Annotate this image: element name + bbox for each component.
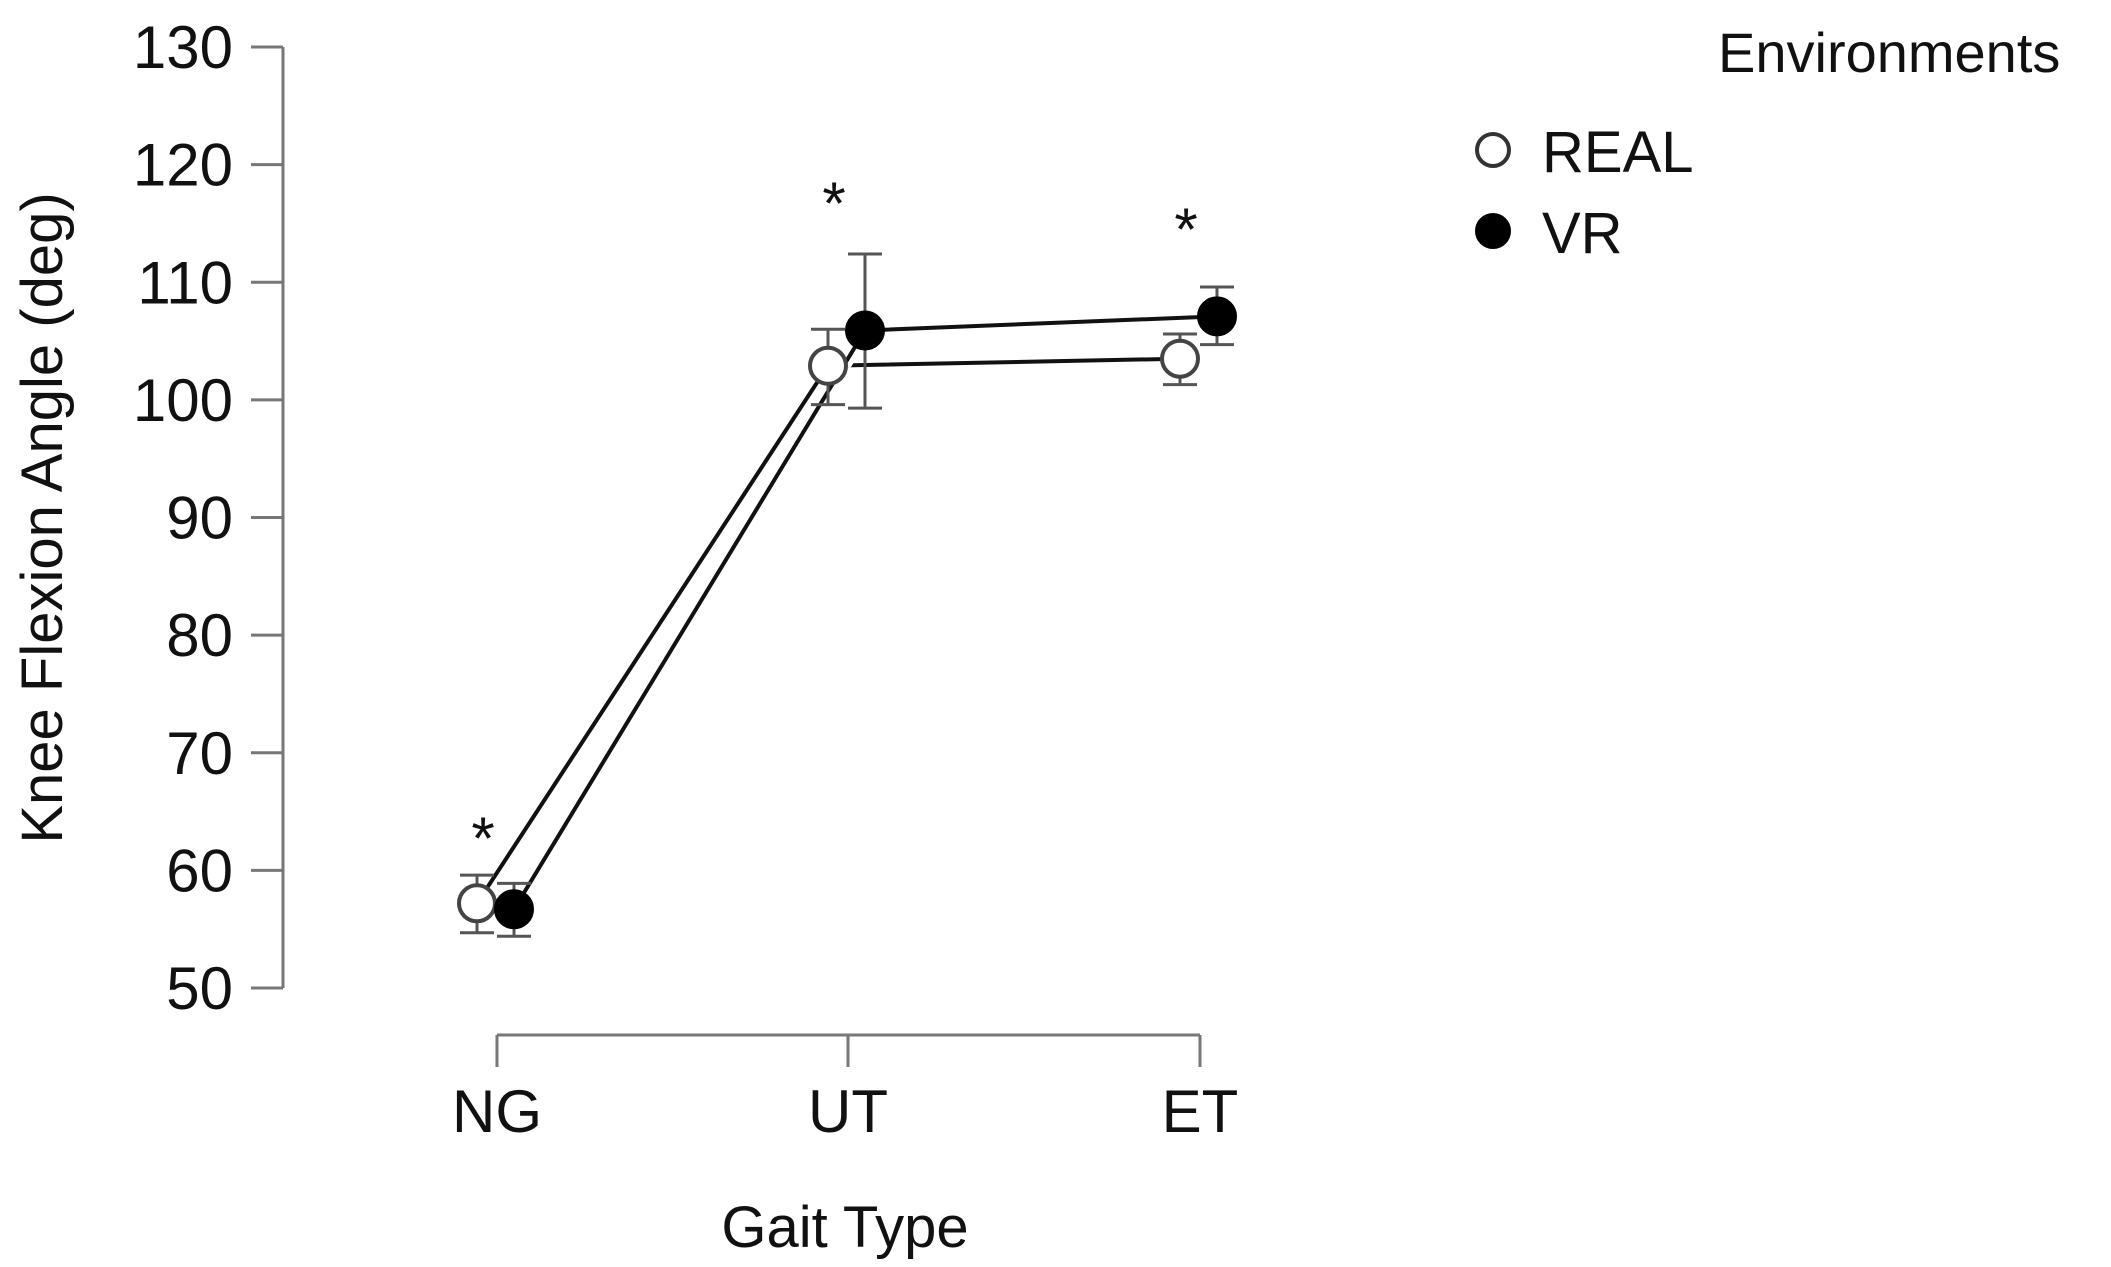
y-axis: 50 60 70 80 90 100 110 120 130 (133, 14, 285, 1022)
series-line-real (475, 356, 1181, 905)
y-tick-label: 130 (133, 14, 233, 81)
legend-label-vr: VR (1542, 201, 1623, 266)
x-axis-label: Gait Type (721, 1195, 968, 1260)
x-tick-label: ET (1162, 1078, 1239, 1145)
y-axis-label: Knee Flexion Angle (deg) (10, 192, 75, 843)
legend-item-real: REAL (1475, 120, 1694, 185)
legend-marker-vr (1475, 213, 1511, 249)
legend: Environments REAL VR (1475, 21, 2060, 266)
annotation-layer: * * * (471, 170, 1197, 872)
y-tick-label: 120 (133, 132, 233, 199)
legend-item-vr: VR (1475, 201, 1623, 266)
data-point-real (457, 883, 497, 924)
legend-marker-real (1475, 132, 1511, 168)
data-point-real (808, 345, 848, 386)
x-tick-label: UT (808, 1078, 888, 1145)
y-tick-label: 50 (166, 955, 233, 1022)
series-line-halo-real (471, 351, 1181, 908)
y-tick-label: 60 (166, 837, 233, 904)
legend-title: Environments (1718, 21, 2060, 84)
significance-marker: * (471, 805, 494, 872)
data-point-vr (845, 310, 885, 351)
data-point-real (1160, 338, 1200, 379)
legend-label-real: REAL (1542, 120, 1694, 185)
y-tick-label: 70 (166, 720, 233, 787)
y-tick-label: 80 (166, 602, 233, 669)
series-layer (457, 252, 1237, 938)
significance-marker: * (1174, 196, 1197, 263)
significance-marker: * (822, 170, 845, 237)
data-point-vr (1197, 296, 1237, 337)
x-tick-label: NG (452, 1078, 542, 1145)
x-axis: NG UT ET (452, 1033, 1239, 1145)
y-tick-label: 110 (137, 249, 233, 316)
y-tick-label: 90 (166, 485, 233, 552)
data-point-vr (494, 889, 534, 930)
y-tick-label: 100 (133, 367, 233, 434)
